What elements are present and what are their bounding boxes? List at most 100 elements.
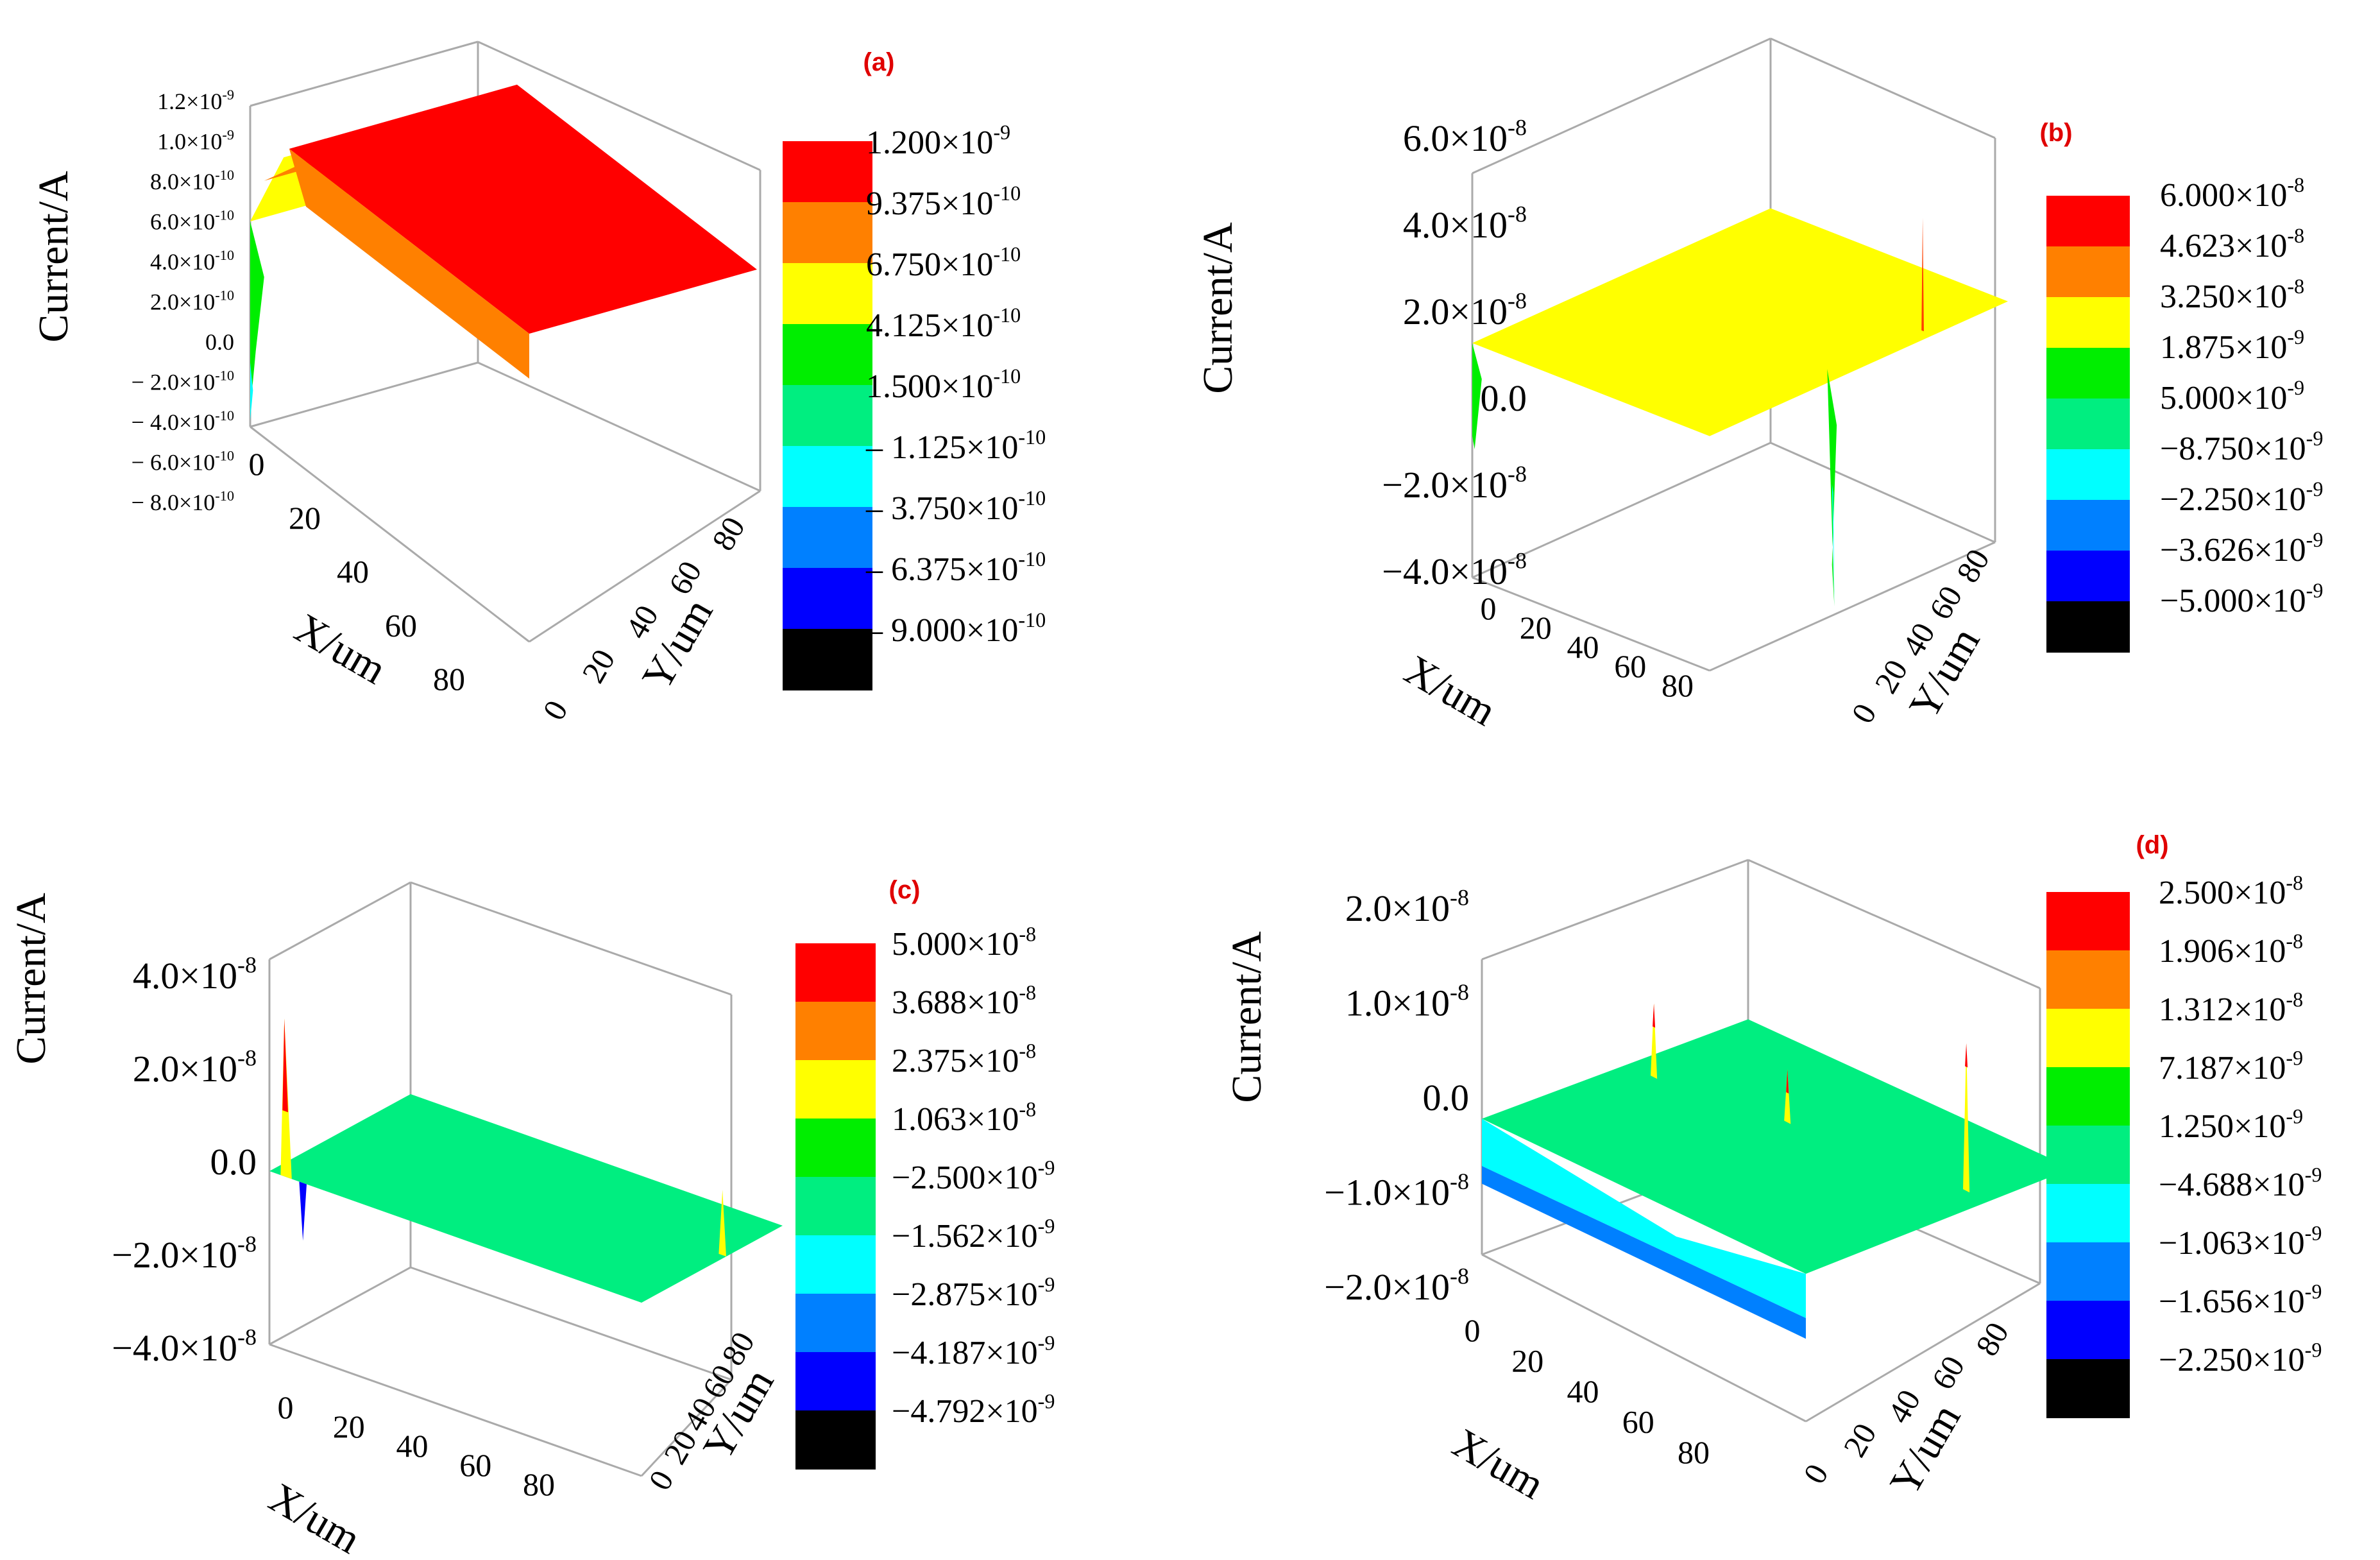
axis-edge-8 <box>1770 37 1996 139</box>
x-tick-label: 0 <box>1465 1312 1481 1348</box>
legend-swatch <box>795 1060 876 1119</box>
axis-edge-1 <box>1709 541 1996 672</box>
surface-spike <box>1921 218 1924 332</box>
x-tick-label: 80 <box>433 661 465 697</box>
z-tick-label: 1.0×10-8 <box>1345 979 1469 1024</box>
z-tick-label: 2.0×10-8 <box>133 1045 257 1090</box>
x-tick-label: 60 <box>1614 648 1646 684</box>
surface-spike-tip-a <box>1653 1003 1656 1028</box>
surface-dip-cyan <box>250 363 253 420</box>
z-tick-label: 4.0×10-8 <box>133 952 257 997</box>
surface-plot-a: 1.2×10-9 1.0×10-9 8.0×10-10 6.0×10-10 4.0×10… <box>30 40 1046 726</box>
axis-edge-3 <box>250 361 479 428</box>
legend-label: −1.562×10-9 <box>892 1214 1055 1255</box>
legend-swatch <box>2046 348 2130 399</box>
surface-face-sheet <box>269 1094 783 1303</box>
surface-plot-b: 6.0×10-8 4.0×10-8 2.0×10-8 0.0 −2.0×10-8 −4.0… <box>1194 37 2324 735</box>
surface-spike-tip-b <box>1786 1069 1789 1094</box>
surface-face-plateau <box>1472 208 2008 436</box>
axis-edge-7 <box>1481 859 1749 961</box>
axis-edge-2 <box>477 361 761 492</box>
axis-edge-7 <box>269 881 411 961</box>
panel-label: (a) <box>863 48 895 76</box>
legend-swatch <box>783 568 872 630</box>
axis-edge-1 <box>1805 1282 2041 1423</box>
surface-spike-red <box>282 1018 288 1113</box>
axis-edge-1 <box>640 1378 733 1477</box>
surface-spike-far <box>718 1189 726 1256</box>
x-tick-label: 20 <box>289 500 321 536</box>
surface-plot-c: 4.0×10-8 2.0×10-8 0.0 −2.0×10-8 −4.0×10-8 0 20… <box>8 876 1055 1559</box>
axis-edge-8 <box>1747 859 2041 990</box>
z-tick-label: 2.0×10-10 <box>150 287 234 314</box>
axis-edge-7 <box>250 40 479 107</box>
legend-label: −3.626×10-9 <box>2160 528 2324 569</box>
legend-swatch <box>783 324 872 386</box>
x-tick-label: 80 <box>1678 1434 1710 1470</box>
legend-swatch <box>2046 551 2130 602</box>
legend-swatch <box>783 202 872 264</box>
legend-label: 3.688×10-8 <box>892 981 1036 1021</box>
x-axis-title: X/um <box>1397 646 1504 735</box>
axis-edge-1 <box>529 490 761 643</box>
legend-swatch <box>783 385 872 447</box>
x-tick-label: 20 <box>1520 610 1552 646</box>
legend-label: 9.375×10-10 <box>866 182 1021 222</box>
z-tick-label: − 8.0×10-10 <box>132 488 234 515</box>
z-axis-title: Current/A <box>1194 222 1241 394</box>
panel-label: (b) <box>2039 119 2072 147</box>
legend-label: 2.375×10-8 <box>892 1039 1036 1079</box>
y-tick-label: 60 <box>1925 1350 1971 1395</box>
legend-label: −5.000×10-9 <box>2160 579 2324 619</box>
y-tick-label: 20 <box>575 643 622 689</box>
z-tick-label: −1.0×10-8 <box>1324 1169 1469 1213</box>
legend-label: 2.500×10-8 <box>2159 871 2303 911</box>
surface-dip-green <box>250 221 264 411</box>
y-tick-label: 80 <box>1950 543 1996 588</box>
legend-swatch <box>2046 246 2130 298</box>
legend-label: – 9.000×10-10 <box>865 608 1046 649</box>
x-tick-label: 0 <box>249 446 265 482</box>
y-tick-label: 0 <box>1796 1458 1835 1490</box>
surface-dip-right-cyan <box>1832 484 1835 606</box>
legend-label: 5.000×10-8 <box>892 922 1036 963</box>
surface-face-plateau <box>289 84 757 334</box>
legend-swatch <box>2046 950 2130 1009</box>
legend-label: −4.688×10-9 <box>2159 1163 2322 1203</box>
axis-edge-3 <box>1472 441 1771 579</box>
z-tick-label: 8.0×10-10 <box>150 167 234 194</box>
legend-swatch <box>795 1352 876 1411</box>
legend-label: −2.250×10-9 <box>2160 477 2324 518</box>
legend-swatch <box>2046 601 2130 653</box>
legend-label: 6.750×10-10 <box>866 243 1021 283</box>
z-tick-label: 0.0 <box>1423 1077 1470 1119</box>
surface-plot-d: 2.0×10-81.0×10-80.0−1.0×10-8−2.0×10-8020… <box>1223 831 2322 1509</box>
legend-label: 5.000×10-9 <box>2160 376 2304 416</box>
axis-edge-7 <box>1472 37 1771 175</box>
legend-swatch <box>783 629 872 690</box>
x-tick-label: 60 <box>1622 1404 1654 1440</box>
surface-dip-left <box>1472 343 1482 449</box>
legend-swatch <box>2046 1359 2130 1418</box>
z-tick-label: 6.0×10-10 <box>150 207 234 234</box>
legend-label: 1.200×10-9 <box>866 121 1010 161</box>
x-tick-label: 0 <box>278 1389 294 1425</box>
surface-spike-b <box>1784 1069 1791 1124</box>
legend-label: −2.500×10-9 <box>892 1156 1055 1196</box>
axis-edge-0 <box>1472 576 1710 672</box>
axis-edge-2 <box>1770 441 1996 544</box>
legend-swatch <box>783 141 872 203</box>
x-tick-label: 80 <box>523 1466 555 1502</box>
axis-edge-2 <box>410 1266 732 1381</box>
x-tick-label: 0 <box>1481 590 1497 626</box>
y-tick-label: 60 <box>1922 579 1969 625</box>
x-tick-label: 80 <box>1662 667 1694 703</box>
x-axis-title: X/um <box>287 604 394 693</box>
legend-label: 4.623×10-8 <box>2160 224 2304 264</box>
surface-face-front-orange <box>289 148 529 379</box>
x-tick-label: 40 <box>337 554 369 590</box>
legend-label: 1.906×10-8 <box>2159 929 2303 970</box>
panel-label: (c) <box>889 876 921 904</box>
y-tick-label: 20 <box>1836 1417 1883 1462</box>
z-axis-title: Current/A <box>1223 931 1270 1103</box>
